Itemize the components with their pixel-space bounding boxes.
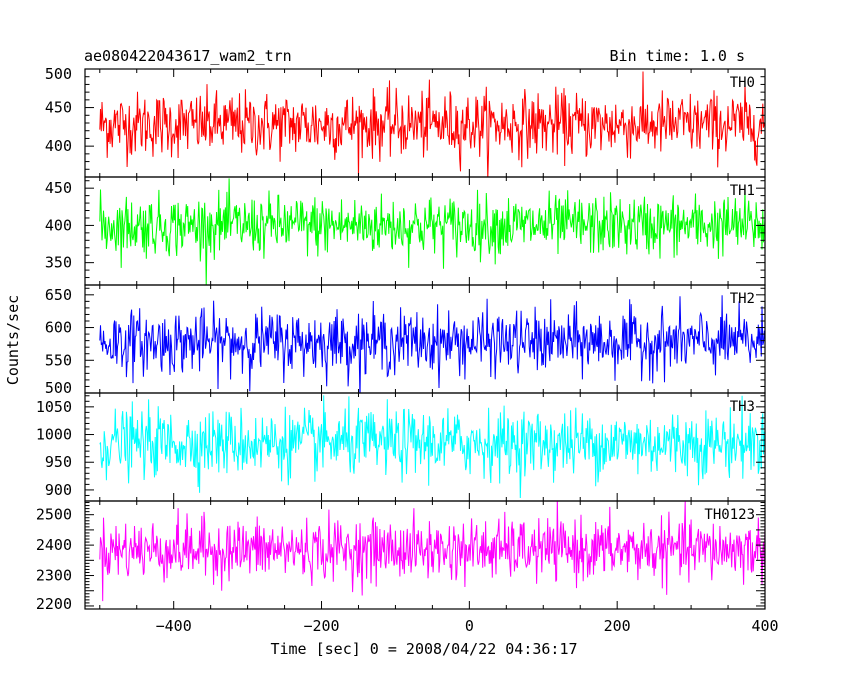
chart-title: ae080422043617_wam2_trn [84,47,292,65]
y-tick-label: 550 [45,351,72,369]
x-tick-label: 200 [604,617,631,635]
y-tick-label: 2300 [36,567,72,585]
series-label-th1: TH1 [730,183,755,199]
x-tick-label: 400 [751,617,778,635]
x-tick-label: −400 [156,617,192,635]
x-axis-label: Time [sec] 0 = 2008/04/22 04:36:17 [270,640,577,658]
y-tick-label: 400 [45,137,72,155]
panels-group: 400 450 500 TH0 350 400 450 TH1 500 550 600 650 TH2 9… [36,65,766,613]
panel-th2: 500 550 600 650 TH2 [45,284,766,397]
y-tick-label: 350 [45,254,72,272]
x-tick-label: −200 [303,617,339,635]
series-label-th3: TH3 [730,399,755,415]
y-tick-label: 400 [45,216,72,234]
series-line-th1 [99,178,765,285]
panel-th0123: 2200 2300 2400 2500 TH0123 [36,500,766,613]
y-tick-label: 500 [45,379,72,397]
y-tick-label: 500 [45,65,72,83]
panel-th3: 900 950 1000 1050 TH3 [36,392,766,502]
y-tick-label: 950 [45,453,72,471]
series-label-th0: TH0 [730,75,755,91]
series-line-th0 [99,71,765,177]
x-tick-label: 0 [465,617,474,635]
series-label-th0123: TH0123 [704,507,755,523]
y-tick-label: 600 [45,319,72,337]
y-tick-label: 900 [45,481,72,499]
y-tick-label: 450 [45,179,72,197]
y-tick-label: 1000 [36,426,72,444]
panel-th0: 400 450 500 TH0 [45,65,766,178]
panel-frame [84,176,766,286]
y-tick-label: 2200 [36,595,72,613]
series-line-th3 [99,395,765,499]
x-axis: −400 −200 0 200 400 [156,617,779,635]
y-tick-label: 1050 [36,398,72,416]
series-line-th0123 [99,501,765,602]
panel-frame [84,500,766,610]
y-tick-label: 2400 [36,536,72,554]
bin-time-label: Bin time: 1.0 s [610,47,745,65]
y-tick-label: 450 [45,99,72,117]
panel-th1: 350 400 450 TH1 [45,176,766,286]
y-tick-label: 2500 [36,506,72,524]
series-label-th2: TH2 [730,291,755,307]
series-line-th2 [99,295,765,393]
y-tick-label: 650 [45,286,72,304]
y-axis-label: Counts/sec [4,295,22,385]
